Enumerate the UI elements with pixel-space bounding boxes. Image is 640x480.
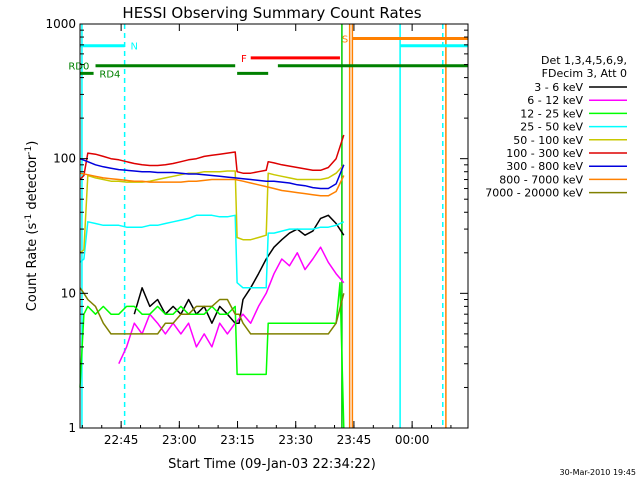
legend-label-5: 100 - 300 keV [506, 147, 583, 160]
series-line-8 [79, 287, 345, 335]
legend-label-7: 800 - 7000 keV [499, 173, 583, 186]
y-axis-label-main: Count Rate (s [25, 223, 40, 312]
plot-lines [81, 24, 447, 428]
x-tick-label-2: 23:15 [220, 433, 255, 447]
x-tick-label-4: 23:45 [337, 433, 372, 447]
y-tick-label-1: 10 [61, 286, 76, 300]
y-tick-label-3: 1000 [45, 17, 76, 31]
flag-bars: N F S RD0 RD4 [68, 35, 468, 80]
flag-label-rd0: RD0 [68, 62, 89, 73]
series-line-3 [79, 214, 345, 289]
y-axis-label: Count Rate (s-1 detector-1) [24, 141, 40, 312]
x-axis-ticks: 22:45 23:00 23:15 23:30 23:45 00:00 [81, 24, 452, 447]
series-line-1 [118, 246, 345, 365]
x-tick-label-5: 00:00 [395, 433, 430, 447]
legend-header-line-1: Det 1,3,4,5,6,9, [541, 54, 627, 67]
series-line-6 [79, 157, 345, 190]
legend-label-3: 25 - 50 keV [520, 121, 583, 134]
legend-label-4: 50 - 100 keV [513, 134, 583, 147]
y-tick-label-0: 1 [68, 421, 76, 435]
y-tick-label-2: 100 [53, 152, 76, 166]
legend-label-6: 300 - 800 keV [506, 160, 583, 173]
legend-header-line-2: FDecim 3, Att 0 [542, 67, 627, 80]
x-axis-label: Start Time (09-Jan-03 22:34:22) [168, 457, 376, 472]
series-line-4 [79, 164, 345, 254]
legend-label-0: 3 - 6 keV [534, 81, 583, 94]
series-layer [79, 134, 345, 429]
legend-label-2: 12 - 25 keV [520, 107, 583, 120]
y-axis-ticks: 1 10 100 1000 [45, 17, 468, 435]
x-tick-label-1: 23:00 [162, 433, 197, 447]
legend-label-1: 6 - 12 keV [527, 94, 583, 107]
plot-frame [79, 23, 469, 429]
flag-label-s: S [342, 35, 348, 46]
series-line-2 [79, 281, 345, 429]
timestamp: 30-Mar-2010 19:45 [560, 468, 637, 477]
series-line-7 [79, 172, 345, 197]
y-axis-label-end: ) [25, 141, 40, 146]
flag-label-rd4: RD4 [99, 69, 120, 80]
y-axis-label-mid: detector [25, 154, 40, 214]
series-line-5 [79, 134, 345, 181]
flag-label-f: F [241, 54, 247, 65]
legend-label-8: 7000 - 20000 keV [485, 187, 583, 200]
flag-label-n: N [130, 42, 137, 53]
x-tick-label-3: 23:30 [278, 433, 313, 447]
legend: Det 1,3,4,5,6,9, FDecim 3, Att 0 3 - 6 k… [485, 54, 627, 200]
y-axis-label-sup: -1 [24, 214, 34, 223]
chart-title: HESSI Observing Summary Count Rates [122, 4, 421, 22]
x-tick-label-0: 22:45 [104, 433, 139, 447]
series-line-0 [133, 214, 345, 324]
y-axis-label-sup2: -1 [24, 146, 34, 155]
